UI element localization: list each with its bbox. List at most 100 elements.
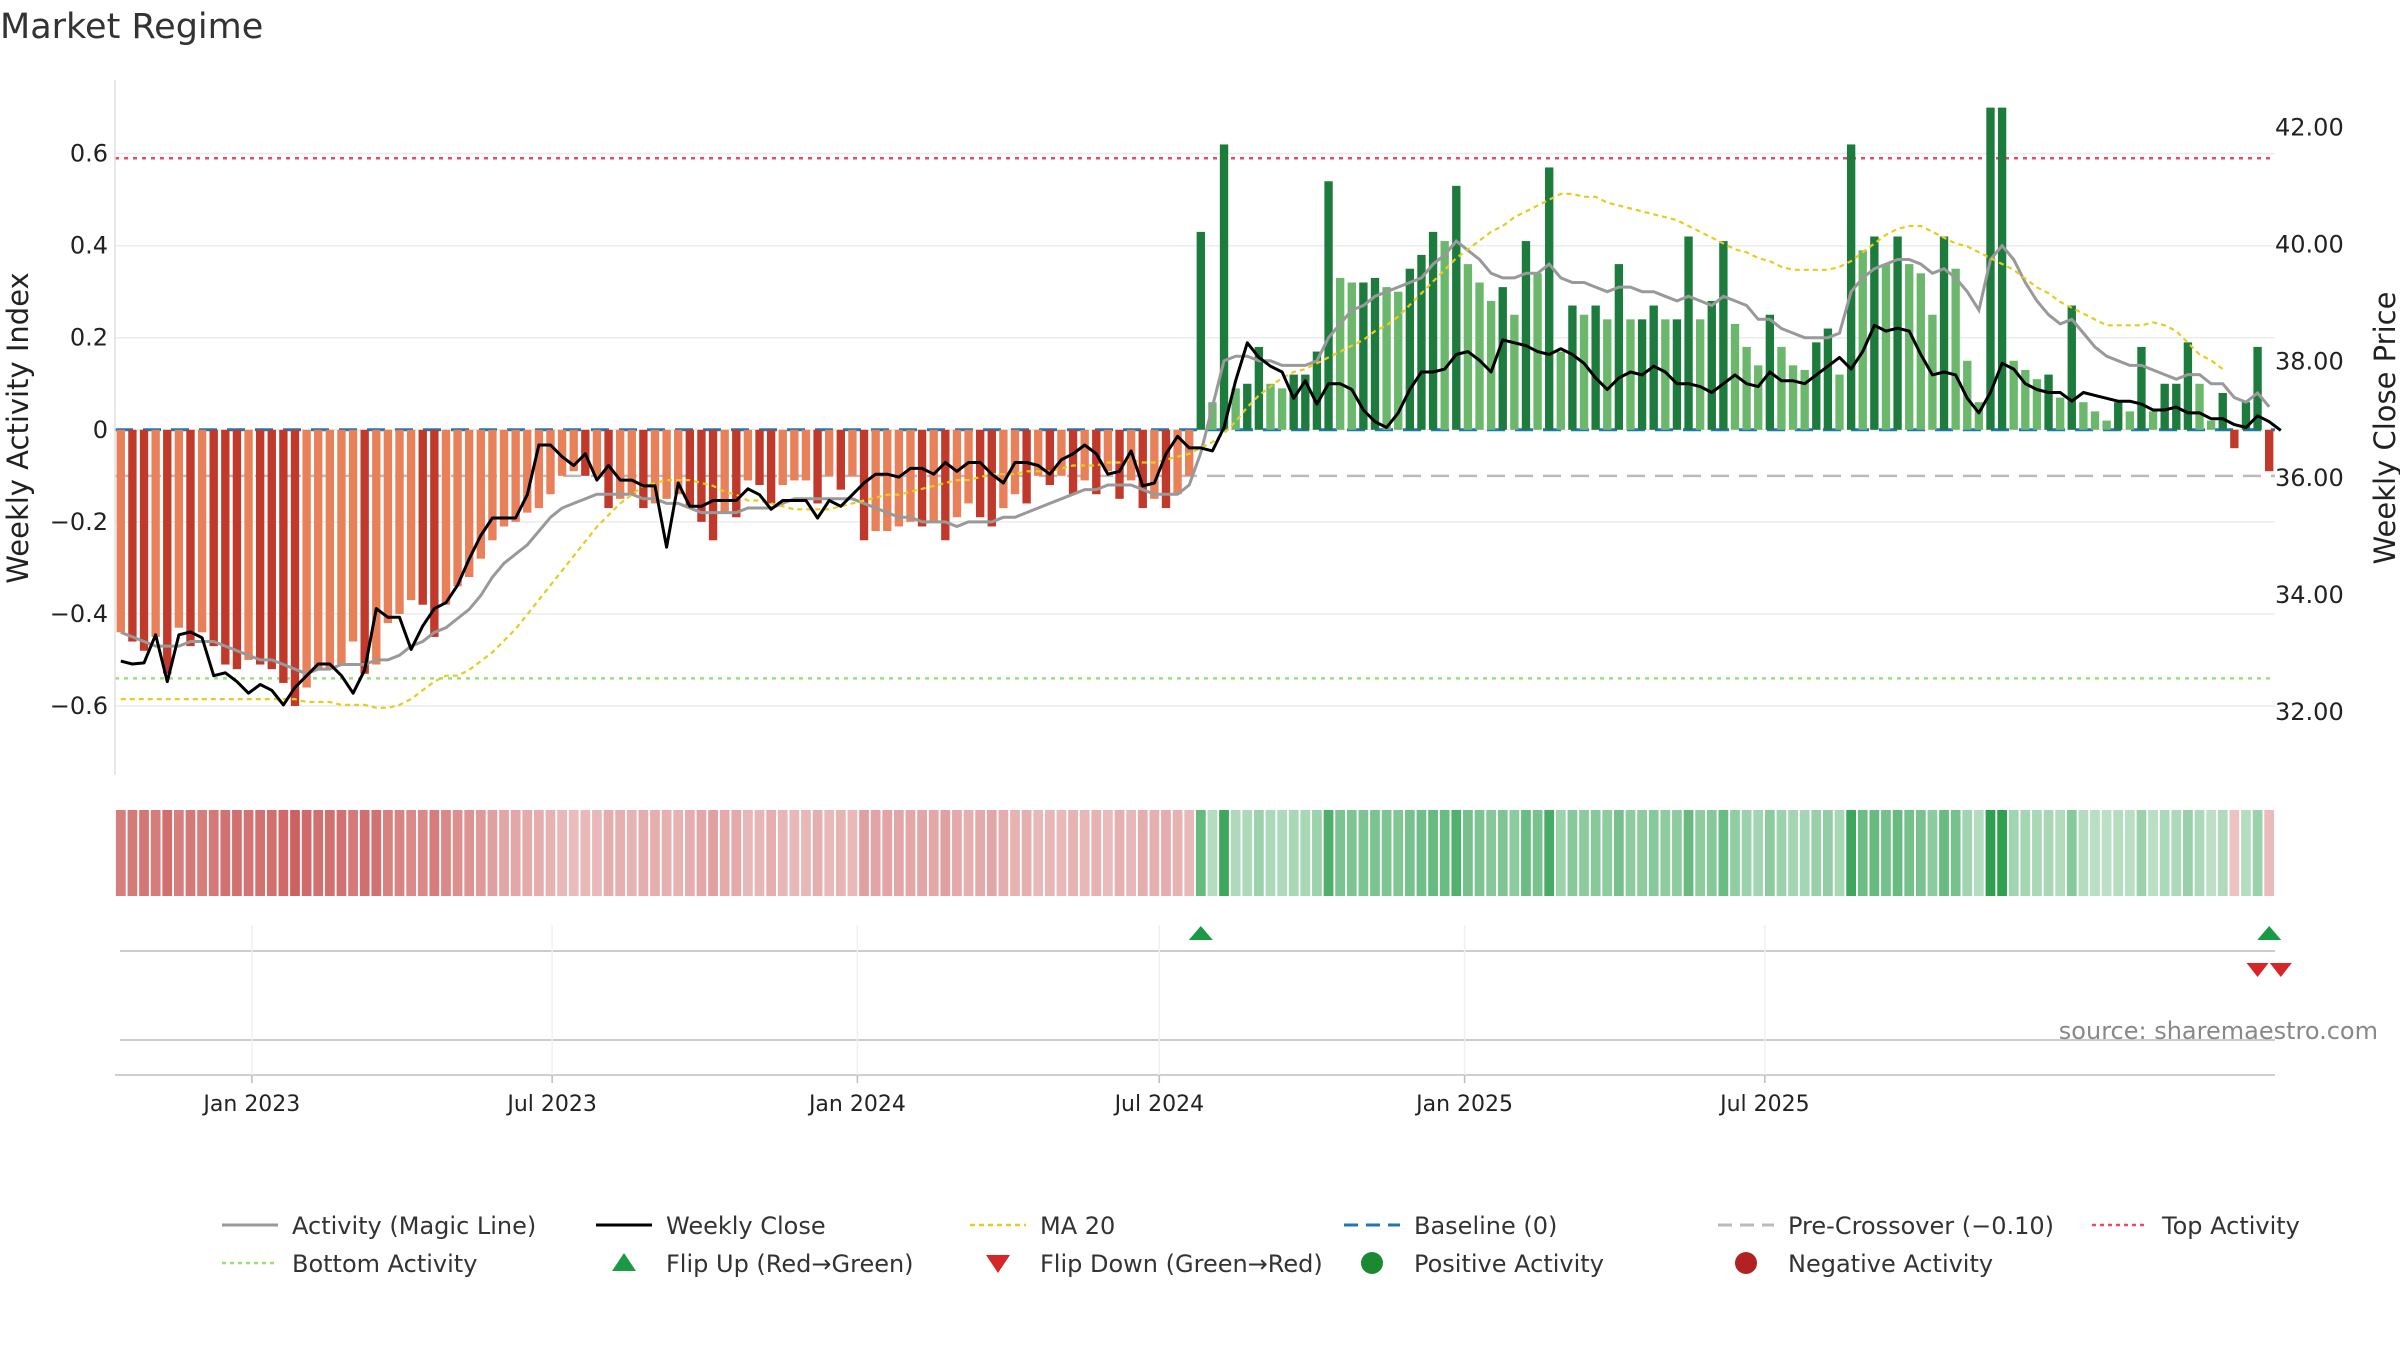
y-right-tick-label: 42.00: [2275, 114, 2344, 142]
regime-cell: [464, 810, 475, 896]
regime-cell: [1277, 810, 1287, 896]
activity-bar: [825, 429, 834, 476]
regime-cell: [1149, 810, 1160, 896]
regime-cell: [557, 810, 567, 896]
activity-bar: [476, 429, 485, 559]
regime-cell: [789, 810, 800, 896]
activity-bar: [1545, 167, 1554, 430]
regime-cell: [127, 810, 138, 896]
regime-cell: [719, 810, 730, 896]
regime-cell: [1521, 810, 1531, 896]
activity-bar: [2195, 383, 2204, 430]
activity-bar: [2044, 374, 2053, 430]
activity-bar: [499, 429, 509, 527]
activity-bar: [2009, 360, 2018, 430]
regime-cell: [2159, 810, 2170, 896]
regime-cell: [1021, 810, 1032, 896]
activity-bar: [1521, 241, 1531, 430]
regime-cell: [371, 810, 382, 896]
activity-bar: [1661, 319, 1670, 430]
regime-cell: [1230, 810, 1241, 896]
activity-bar: [314, 429, 323, 670]
activity-bar: [453, 429, 462, 587]
activity-bar: [1161, 429, 1171, 509]
activity-bar: [1289, 374, 1298, 430]
regime-cell: [615, 810, 626, 896]
legend-label: Weekly Close: [666, 1212, 826, 1240]
y-right-tick-label: 36.00: [2275, 464, 2344, 492]
activity-bar: [1788, 365, 1798, 430]
legend-label: Baseline (0): [1414, 1212, 1557, 1240]
activity-bar: [255, 429, 265, 665]
legend-item: Baseline (0): [1344, 1212, 1557, 1240]
regime-cell: [487, 810, 498, 896]
regime-cell: [1312, 810, 1322, 896]
regime-cell: [2171, 810, 2182, 896]
regime-cell: [383, 810, 393, 896]
activity-bar: [1486, 300, 1496, 430]
regime-cell: [1706, 810, 1717, 896]
activity-bar: [650, 429, 660, 504]
legend-label: Flip Down (Green→Red): [1040, 1250, 1323, 1278]
activity-bar: [1498, 287, 1507, 430]
activity-bar: [197, 429, 207, 633]
regime-cell: [2124, 810, 2135, 896]
regime-cell: [290, 810, 300, 896]
activity-bar: [1440, 241, 1449, 430]
regime-cell: [1463, 810, 1473, 896]
source-label: source: sharemaestro.com: [2059, 1017, 2378, 1045]
regime-cell: [1253, 810, 1264, 896]
activity-bar: [2253, 346, 2262, 430]
activity-bar: [2032, 379, 2042, 430]
regime-cell: [162, 810, 173, 896]
activity-bar: [1347, 282, 1356, 430]
regime-cell: [1695, 810, 1706, 896]
y-left-tick-label: −0.6: [50, 692, 108, 720]
activity-bar: [778, 429, 787, 486]
activity-bar: [1556, 351, 1565, 430]
regime-cell: [1985, 810, 1996, 896]
regime-cell: [917, 810, 927, 896]
activity-bar: [2090, 411, 2100, 430]
regime-cell: [859, 810, 869, 896]
regime-cell: [2252, 810, 2263, 896]
legend-item: Positive Activity: [1361, 1250, 1604, 1278]
regime-cell: [673, 810, 684, 896]
regime-cell: [1869, 810, 1880, 896]
activity-bar: [848, 429, 857, 476]
regime-cell: [1927, 810, 1938, 896]
regime-cell: [1881, 810, 1891, 896]
flip-down-marker: [2269, 963, 2292, 977]
regime-cell: [2101, 810, 2112, 896]
flip-up-marker: [1188, 926, 1213, 940]
regime-cell: [2241, 810, 2251, 896]
regime-cell: [1091, 810, 1102, 896]
legend: Activity (Magic Line) Weekly Close MA 20 Ba…: [222, 1212, 2300, 1278]
activity-bar: [1068, 429, 1078, 495]
activity-bar: [1045, 429, 1055, 486]
activity-bar: [430, 429, 439, 637]
legend-label: Activity (Magic Line): [292, 1212, 536, 1240]
activity-bar: [557, 429, 567, 476]
regime-cell: [1184, 810, 1195, 896]
regime-cell: [1079, 810, 1090, 896]
activity-bar: [1823, 328, 1833, 430]
activity-bar: [1382, 287, 1391, 430]
legend-item: Flip Up (Red→Green): [612, 1250, 914, 1278]
legend-item: Flip Down (Green→Red): [986, 1250, 1323, 1278]
activity-bar: [2241, 402, 2251, 430]
regime-cell: [2113, 810, 2124, 896]
activity-bar: [2102, 420, 2111, 430]
magic-line: [120, 239, 2271, 676]
activity-bar: [1858, 250, 1867, 430]
activity-bar: [1846, 144, 1856, 430]
regime-cell: [1683, 810, 1694, 896]
activity-bar: [1939, 236, 1949, 430]
activity-bar: [685, 429, 695, 509]
regime-cell: [2148, 810, 2158, 896]
regime-cell: [255, 810, 266, 896]
activity-bar: [1057, 429, 1066, 476]
grid: [115, 152, 2275, 707]
activity-bar: [964, 429, 973, 504]
regime-cell: [1393, 810, 1404, 896]
